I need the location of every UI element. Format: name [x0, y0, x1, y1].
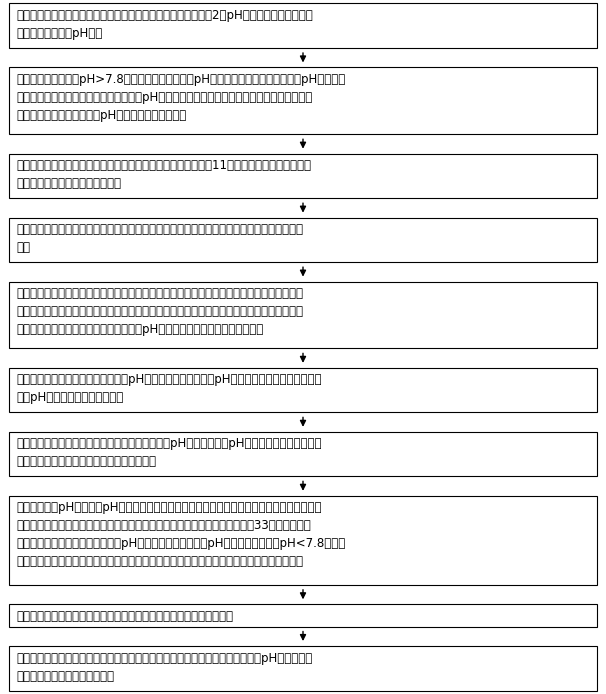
Bar: [9, 3, 597, 48]
Text: 步骤二，当进厂原水pH>7.8时，安装在进水口处的pH在线监测仪表将检测到的原水pH值传递给
中央处理器，中央处理器根据实测的原水pH值，计算得出需要向进厂原水: 步骤二，当进厂原水pH>7.8时，安装在进水口处的pH在线监测仪表将检测到的原水…: [16, 73, 345, 122]
Text: 步骤七，中央处理器根据步骤六中沉淀池出口在线pH监测仪表所测pH值，控制直行程电动调节
阀开启度，对二氧化碳投加量进行实时调节；: 步骤七，中央处理器根据步骤六中沉淀池出口在线pH监测仪表所测pH值，控制直行程电…: [16, 437, 322, 468]
Bar: [9, 368, 597, 412]
Bar: [9, 282, 597, 348]
Text: 步骤十，根据步骤九测得的残余铝浓度能够得出通入纯二氧化碳对原水进行调节pH值后，能够
有效的降低残余铝浓度的结论。: 步骤十，根据步骤九测得的残余铝浓度能够得出通入纯二氧化碳对原水进行调节pH值后，…: [16, 652, 313, 682]
Bar: [9, 496, 597, 585]
Text: 步骤六，安装于混凝沉淀出口的在线pH监测仪表对沉淀池出水pH进行连续监测，并将检测到的
出水pH数据传输至中央处理器；: 步骤六，安装于混凝沉淀出口的在线pH监测仪表对沉淀池出水pH进行连续监测，并将检…: [16, 373, 322, 405]
Bar: [9, 218, 597, 262]
Text: 步骤四，通过气体流量计监测二氧化碳气体的瞬时流量、累积流量，并将数据转送至中央处理
器；: 步骤四，通过气体流量计监测二氧化碳气体的瞬时流量、累积流量，并将数据转送至中央处…: [16, 223, 304, 254]
Bar: [9, 432, 597, 476]
Bar: [9, 153, 597, 198]
Bar: [9, 646, 597, 691]
Text: 步骤三，打开储液罐释放纯二氧化碳液体，通过减压阀将储液罐11中的纯二氧化碳液体恢复至
常压状态，转化为二氧化碳气体；: 步骤三，打开储液罐释放纯二氧化碳液体，通过减压阀将储液罐11中的纯二氧化碳液体恢…: [16, 159, 311, 190]
Text: 步骤一，通过安装在水厂的进厂原水管道、沉淀池出口管道处的2台pH在线监测仪表检测原水
和混凝沉淀出水的pH值；: 步骤一，通过安装在水厂的进厂原水管道、沉淀池出口管道处的2台pH在线监测仪表检测…: [16, 9, 313, 40]
Text: 步骤九，向进厂原水管道内通入硫酸铝混凝剂，取样测量残余铝浓度；: 步骤九，向进厂原水管道内通入硫酸铝混凝剂，取样测量残余铝浓度；: [16, 610, 233, 623]
Text: 步骤八，原水pH值、出水pH值、二氧化碳气体流量、直行程电动调节阀开启度的数据信息通过
储存器进行存储，以便中央处理器进行数据调用和运算；数据信息通过显示器33: 步骤八，原水pH值、出水pH值、二氧化碳气体流量、直行程电动调节阀开启度的数据信…: [16, 501, 345, 568]
Text: 步骤五，中央处理器将步骤二中计算得出的二氧化碳气体投加量传递给直行程电动调节阀，直
行程电动调节阀根据步骤二中计算的二氧化碳气体投加量以及步骤四中检测二氧化碳气: 步骤五，中央处理器将步骤二中计算得出的二氧化碳气体投加量传递给直行程电动调节阀，…: [16, 287, 304, 336]
Bar: [9, 604, 597, 627]
Bar: [9, 67, 597, 134]
